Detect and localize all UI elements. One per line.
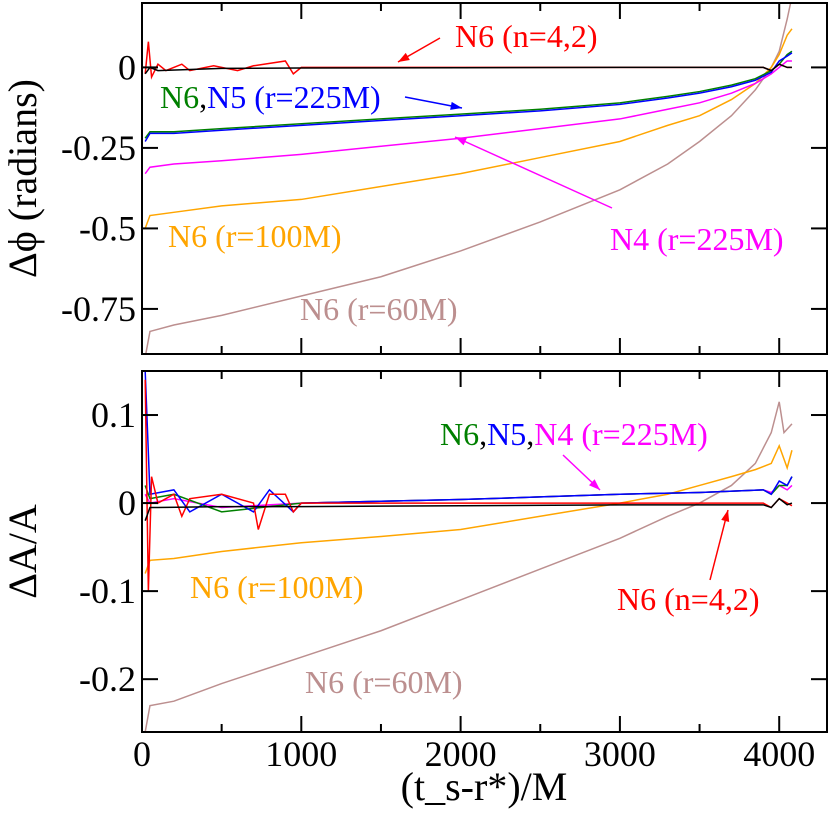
plot-frame	[141, 370, 828, 733]
x-tick-label: 3000	[584, 734, 656, 774]
series-line-7	[144, 497, 793, 521]
x-tick-label: 0	[133, 734, 151, 774]
annotation-part: N4 (r=225M)	[610, 221, 784, 257]
series-line-6	[144, 379, 793, 592]
series-group	[144, 3, 793, 354]
annotation-label: N6 (n=4,2)	[455, 18, 597, 54]
annotation-part: N4 (r=225M)	[534, 416, 708, 452]
annotation-label: N6,N5 (r=225M)	[160, 79, 381, 115]
annotation-part: N6	[160, 79, 199, 115]
y-tick-label: -0.25	[61, 128, 136, 168]
annotation-part: ,	[199, 79, 207, 115]
annotation-label: N4 (r=225M)	[610, 221, 784, 257]
y-tick-label: 0.1	[91, 395, 136, 435]
y-tick-label: -0.1	[79, 571, 136, 611]
annotation-part: N6 (r=60M)	[300, 291, 458, 327]
series-line-2	[144, 28, 793, 229]
annotation-part: N6 (r=60M)	[305, 664, 463, 700]
y-tick-label: 0	[118, 483, 136, 523]
annotation-arrow	[709, 509, 730, 581]
annotation-part: N6 (r=100M)	[168, 218, 342, 254]
y-axis-label: Δϕ (radians)	[0, 79, 45, 278]
annotation-part: N6 (n=4,2)	[455, 18, 597, 54]
series-group	[144, 371, 793, 732]
annotation-arrow	[404, 96, 463, 110]
annotation-part: N5	[487, 416, 526, 452]
annotation-label: N6 (r=60M)	[305, 664, 463, 700]
series-line-1	[144, 401, 793, 732]
annotation-label: N6 (r=100M)	[168, 218, 342, 254]
annotation-label: N6 (r=100M)	[190, 569, 364, 605]
annotation-part: ,	[526, 416, 534, 452]
annotation-label: N6,N5,N4 (r=225M)	[440, 416, 708, 452]
annotation-part: N6 (r=100M)	[190, 569, 364, 605]
x-axis-label: (t_s-r*)/M	[401, 764, 568, 809]
x-tick-label: 2000	[425, 734, 497, 774]
annotation-part: ,	[479, 416, 487, 452]
plot-frame	[141, 2, 828, 355]
annotation-arrow	[454, 136, 613, 209]
y-tick-label: -0.75	[61, 289, 136, 329]
series-line-5	[144, 371, 793, 513]
x-tick-label: 4000	[743, 734, 815, 774]
annotation-label: N6 (r=60M)	[300, 291, 458, 327]
annotation-arrow	[397, 37, 441, 63]
series-line-7	[144, 63, 792, 75]
series-line-3	[144, 60, 792, 175]
panel-1: -0.75 -0.5 -0.25 0 Δϕ (radians) N6 (n=4,2) N6,…	[0, 2, 828, 355]
x-tick-label: 1000	[265, 734, 337, 774]
annotation-part: N5 (r=225M)	[207, 79, 381, 115]
y-tick-label: -0.5	[79, 208, 136, 248]
annotation-part: N6 (n=4,2)	[617, 581, 759, 617]
panel-2: -0.2-0.100.10 1000 2000 3000 4000ΔA/AN6,N5,N…	[0, 370, 828, 809]
y-axis-label: ΔA/A	[0, 504, 45, 599]
y-tick-label: -0.2	[79, 659, 136, 699]
annotation-arrow	[562, 454, 601, 491]
annotation-part: N6	[440, 416, 479, 452]
y-tick-label: 0	[118, 47, 136, 87]
annotation-label: N6 (n=4,2)	[617, 581, 759, 617]
